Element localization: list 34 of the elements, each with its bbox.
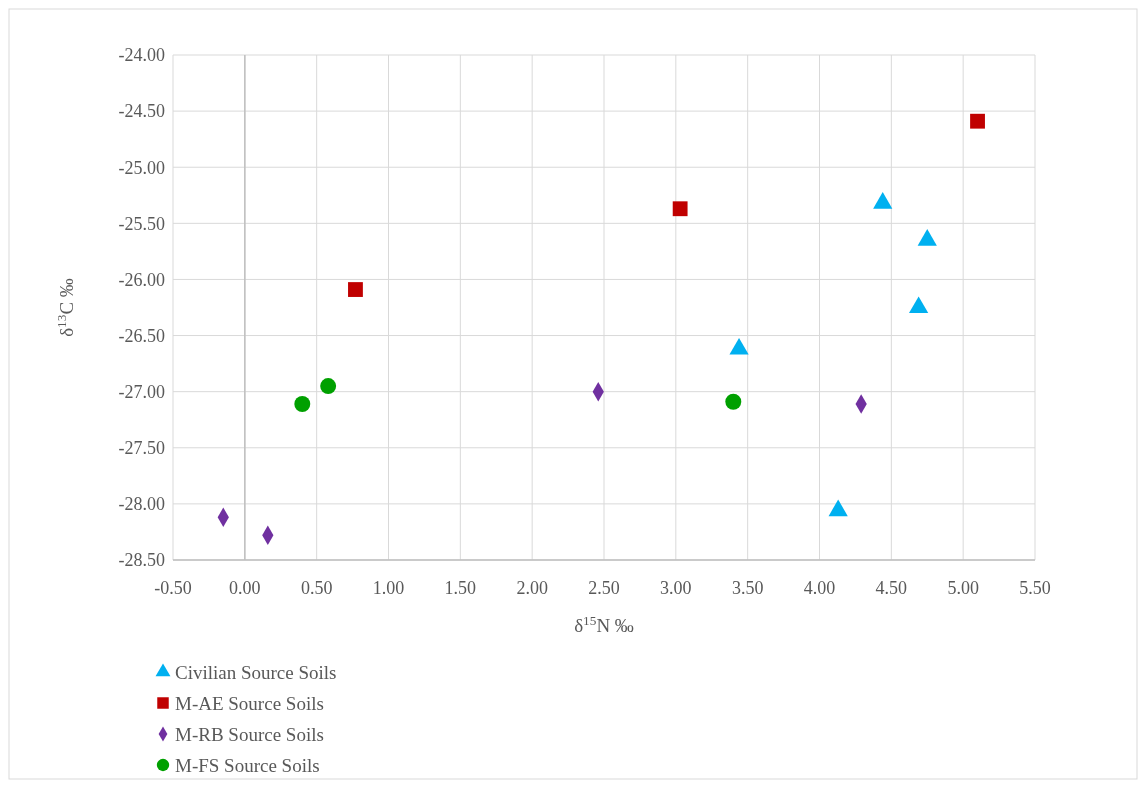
y-tick-label: -27.00 [118, 381, 165, 402]
y-tick-label: -27.50 [118, 438, 165, 459]
x-tick-label: 0.50 [300, 578, 333, 598]
point [348, 282, 363, 297]
x-tick-label: 1.00 [372, 578, 405, 598]
y-tick-label: -25.00 [118, 157, 165, 178]
y-tick-label: -28.50 [118, 550, 165, 571]
x-axis-title: δ$^{15}$N ‰ [574, 612, 634, 636]
legend-label: Civilian Source Soils [175, 661, 337, 683]
point [725, 393, 742, 410]
x-tick-label: 4.50 [875, 578, 908, 598]
y-tick-label: -24.50 [118, 101, 165, 122]
y-tick-label: -28.00 [118, 494, 165, 515]
y-tick-label: -25.50 [118, 213, 165, 234]
point [294, 396, 311, 412]
x-tick-label: 3.50 [731, 578, 764, 598]
legend-label: M-AE Source Soils [175, 692, 324, 714]
y-tick-label: -26.00 [118, 269, 165, 290]
y-tick-label: -26.50 [118, 325, 165, 346]
legend-label: M-FS Source Soils [175, 754, 320, 776]
x-tick-label: 5.50 [1019, 578, 1051, 598]
x-tick-label: -0.50 [154, 578, 192, 598]
x-tick-label: 3.00 [660, 578, 692, 598]
point [672, 201, 688, 217]
point [320, 378, 337, 395]
x-tick-label: 2.00 [516, 578, 548, 598]
x-tick-label: 4.00 [803, 578, 836, 598]
x-tick-label: 5.00 [947, 578, 979, 598]
y-tick-label: -24.00 [118, 45, 165, 66]
x-tick-label: 2.50 [588, 578, 620, 598]
x-tick-label: 1.50 [444, 578, 477, 598]
legend-label: M-RB Source Soils [175, 723, 324, 745]
point [970, 113, 985, 129]
x-tick-label: 0.00 [229, 578, 261, 598]
